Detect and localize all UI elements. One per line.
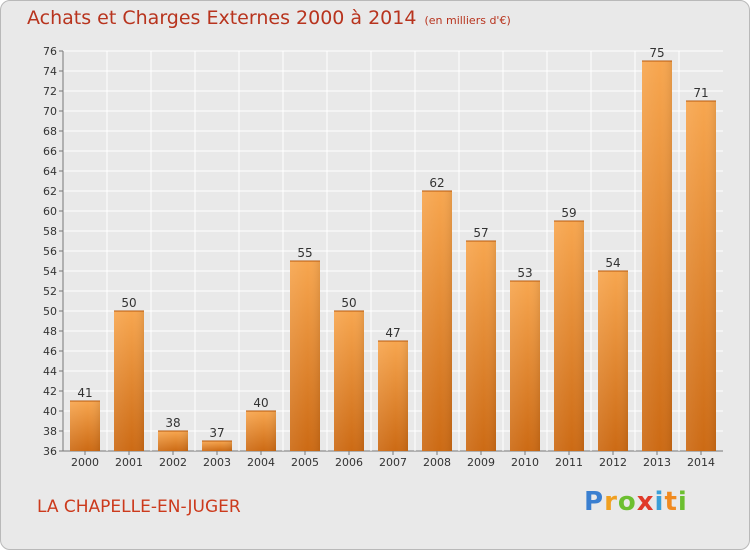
data-label-2011: 59 [561, 206, 576, 220]
x-tick-label-2000: 2000 [71, 456, 99, 469]
y-tick-label: 74 [43, 65, 57, 78]
x-tick-label-2009: 2009 [467, 456, 495, 469]
x-tick-label-2002: 2002 [159, 456, 187, 469]
y-tick-label: 54 [43, 265, 57, 278]
x-tick-label-2006: 2006 [335, 456, 363, 469]
bar-shade-2013 [642, 61, 672, 451]
x-tick-label-2012: 2012 [599, 456, 627, 469]
data-label-2003: 37 [209, 426, 224, 440]
data-label-2010: 53 [517, 266, 532, 280]
data-label-2007: 47 [385, 326, 400, 340]
bar-shade-2002 [158, 431, 188, 451]
x-tick-label-2014: 2014 [687, 456, 715, 469]
logo-letter: r [604, 487, 618, 517]
data-label-2009: 57 [473, 226, 488, 240]
bar-shade-2011 [554, 221, 584, 451]
y-tick-label: 36 [43, 445, 57, 458]
data-label-2012: 54 [605, 256, 620, 270]
y-tick-label: 50 [43, 305, 57, 318]
bar-shade-2008 [422, 191, 452, 451]
x-tick-label-2011: 2011 [555, 456, 583, 469]
bar-shade-2005 [290, 261, 320, 451]
y-tick-label: 72 [43, 85, 57, 98]
y-tick-label: 66 [43, 145, 57, 158]
y-tick-label: 70 [43, 105, 57, 118]
bar-shade-2001 [114, 311, 144, 451]
data-label-2004: 40 [253, 396, 268, 410]
data-label-2014: 71 [693, 86, 708, 100]
proxiti-logo: Proxiti [584, 487, 688, 517]
x-tick-label-2008: 2008 [423, 456, 451, 469]
y-tick-label: 62 [43, 185, 57, 198]
y-tick-label: 58 [43, 225, 57, 238]
bar-shade-2009 [466, 241, 496, 451]
logo-letter: t [664, 487, 678, 517]
y-tick-label: 56 [43, 245, 57, 258]
bar-shade-2000 [70, 401, 100, 451]
data-label-2001: 50 [121, 296, 136, 310]
x-tick-label-2001: 2001 [115, 456, 143, 469]
chart-title-text: Achats et Charges Externes 2000 à 2014 [27, 7, 417, 29]
bar-shade-2006 [334, 311, 364, 451]
y-tick-label: 68 [43, 125, 57, 138]
bar-shade-2003 [202, 441, 232, 451]
y-tick-label: 48 [43, 325, 57, 338]
x-tick-label-2003: 2003 [203, 456, 231, 469]
bar-shade-2010 [510, 281, 540, 451]
chart-subtitle: (en milliers d'€) [424, 14, 511, 27]
x-tick-label-2013: 2013 [643, 456, 671, 469]
x-tick-label-2010: 2010 [511, 456, 539, 469]
data-label-2005: 55 [297, 246, 312, 260]
x-tick-label-2004: 2004 [247, 456, 275, 469]
bar-shade-2007 [378, 341, 408, 451]
logo-letter: o [617, 487, 637, 517]
y-tick-label: 38 [43, 425, 57, 438]
y-tick-label: 76 [43, 45, 57, 58]
data-label-2006: 50 [341, 296, 356, 310]
logo-letter: P [584, 487, 605, 517]
data-label-2000: 41 [77, 386, 92, 400]
data-label-2008: 62 [429, 176, 444, 190]
data-label-2013: 75 [649, 46, 664, 60]
bar-shade-2014 [686, 101, 716, 451]
logo-letter: i [677, 487, 688, 517]
y-tick-label: 52 [43, 285, 57, 298]
logo-letter: x [636, 487, 655, 517]
bar-shade-2012 [598, 271, 628, 451]
logo-letter: i [654, 487, 665, 517]
y-tick-label: 42 [43, 385, 57, 398]
y-tick-label: 60 [43, 205, 57, 218]
chart-title: Achats et Charges Externes 2000 à 2014 (e… [27, 7, 511, 29]
x-tick-label-2007: 2007 [379, 456, 407, 469]
data-label-2002: 38 [165, 416, 180, 430]
x-tick-label-2005: 2005 [291, 456, 319, 469]
y-tick-label: 44 [43, 365, 57, 378]
y-tick-label: 46 [43, 345, 57, 358]
y-tick-label: 64 [43, 165, 57, 178]
bar-shade-2004 [246, 411, 276, 451]
location-name: LA CHAPELLE-EN-JUGER [37, 497, 241, 517]
y-tick-label: 40 [43, 405, 57, 418]
